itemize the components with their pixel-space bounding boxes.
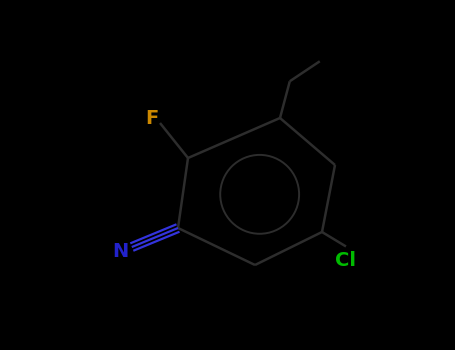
Text: N: N — [112, 242, 129, 261]
Text: Cl: Cl — [335, 251, 356, 270]
Text: F: F — [146, 108, 159, 127]
